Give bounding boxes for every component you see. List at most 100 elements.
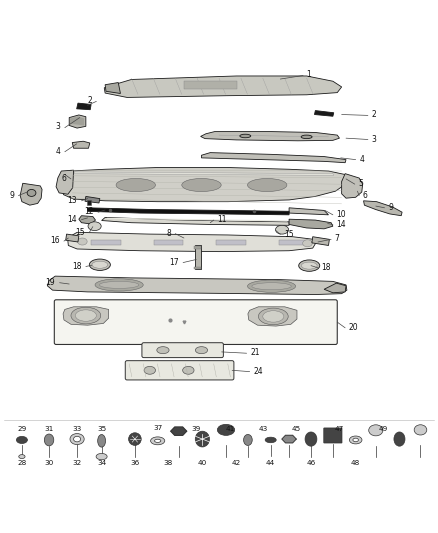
Ellipse shape <box>129 433 141 446</box>
Polygon shape <box>312 237 329 246</box>
Text: 34: 34 <box>97 460 106 466</box>
Ellipse shape <box>414 425 427 435</box>
Text: 42: 42 <box>232 460 241 466</box>
Text: 37: 37 <box>153 425 162 431</box>
Text: 29: 29 <box>17 426 27 432</box>
Ellipse shape <box>96 454 107 460</box>
Ellipse shape <box>394 432 405 446</box>
Ellipse shape <box>151 437 165 445</box>
Ellipse shape <box>182 179 221 191</box>
Text: 28: 28 <box>17 460 27 466</box>
Text: 36: 36 <box>130 460 140 466</box>
Text: 10: 10 <box>336 210 346 219</box>
Ellipse shape <box>98 434 106 447</box>
Ellipse shape <box>71 307 101 324</box>
Ellipse shape <box>240 134 251 138</box>
Polygon shape <box>324 283 346 293</box>
Text: 9: 9 <box>9 191 14 199</box>
Text: 32: 32 <box>72 460 82 466</box>
Bar <box>279 240 308 246</box>
Ellipse shape <box>88 222 101 231</box>
Text: 6: 6 <box>62 174 67 183</box>
Polygon shape <box>282 435 296 443</box>
Ellipse shape <box>301 262 317 269</box>
Ellipse shape <box>70 433 84 445</box>
Ellipse shape <box>116 179 155 191</box>
Polygon shape <box>248 307 297 326</box>
Polygon shape <box>66 234 79 242</box>
Polygon shape <box>56 170 74 194</box>
Polygon shape <box>68 232 315 252</box>
Polygon shape <box>342 174 363 198</box>
Text: 15: 15 <box>75 228 85 237</box>
Text: 40: 40 <box>198 460 207 466</box>
Ellipse shape <box>244 434 252 446</box>
Text: 38: 38 <box>163 460 173 466</box>
Text: 33: 33 <box>72 426 82 432</box>
Text: 2: 2 <box>371 110 376 119</box>
Ellipse shape <box>157 346 169 354</box>
Ellipse shape <box>16 437 28 443</box>
Text: 41: 41 <box>226 426 235 432</box>
Ellipse shape <box>78 238 87 245</box>
Ellipse shape <box>44 434 54 446</box>
Ellipse shape <box>195 431 209 447</box>
Text: 7: 7 <box>335 235 339 244</box>
Text: 13: 13 <box>67 196 77 205</box>
Ellipse shape <box>19 455 25 458</box>
Text: 2: 2 <box>87 96 92 105</box>
Polygon shape <box>62 167 347 201</box>
Ellipse shape <box>99 281 139 288</box>
Ellipse shape <box>276 225 289 234</box>
Ellipse shape <box>247 280 296 292</box>
Ellipse shape <box>27 189 36 197</box>
Bar <box>154 240 184 246</box>
Text: 8: 8 <box>166 229 171 238</box>
Polygon shape <box>70 116 84 125</box>
Ellipse shape <box>258 308 288 325</box>
Polygon shape <box>88 208 289 215</box>
FancyBboxPatch shape <box>142 343 223 358</box>
Ellipse shape <box>75 310 96 321</box>
Text: 48: 48 <box>351 460 360 466</box>
Text: 44: 44 <box>266 460 276 466</box>
Ellipse shape <box>305 432 317 446</box>
Ellipse shape <box>252 282 291 290</box>
Text: 17: 17 <box>169 258 179 267</box>
Text: 14: 14 <box>67 215 77 224</box>
Ellipse shape <box>89 259 110 270</box>
Text: 3: 3 <box>56 122 60 131</box>
Polygon shape <box>289 219 333 229</box>
Text: 49: 49 <box>379 426 389 432</box>
Text: 20: 20 <box>349 323 358 332</box>
Text: 1: 1 <box>307 70 311 79</box>
Text: 21: 21 <box>250 348 260 357</box>
Text: 15: 15 <box>284 230 293 239</box>
Polygon shape <box>289 208 328 215</box>
Bar <box>194 246 201 249</box>
Text: 4: 4 <box>56 147 60 156</box>
Polygon shape <box>105 83 120 93</box>
Polygon shape <box>201 132 339 141</box>
Polygon shape <box>171 427 187 435</box>
Text: 12: 12 <box>84 207 94 216</box>
Bar <box>91 240 121 246</box>
Text: 45: 45 <box>291 426 301 432</box>
Bar <box>184 81 237 89</box>
Text: 30: 30 <box>44 460 54 466</box>
Polygon shape <box>104 76 342 98</box>
Text: 9: 9 <box>388 203 393 212</box>
Polygon shape <box>69 115 86 128</box>
Text: 47: 47 <box>334 426 344 432</box>
Bar <box>195 246 201 269</box>
Ellipse shape <box>155 439 161 442</box>
Text: 18: 18 <box>72 262 81 271</box>
Text: 24: 24 <box>253 367 263 376</box>
Text: 19: 19 <box>46 278 55 287</box>
Text: 5: 5 <box>358 179 363 188</box>
Polygon shape <box>47 276 347 295</box>
Ellipse shape <box>74 437 81 442</box>
Text: 4: 4 <box>359 155 364 164</box>
Polygon shape <box>102 217 289 225</box>
Polygon shape <box>79 216 95 224</box>
